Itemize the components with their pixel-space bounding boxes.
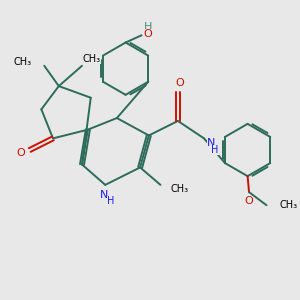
Text: O: O [144,29,152,39]
Text: CH₃: CH₃ [13,57,31,67]
Text: H: H [107,196,115,206]
Text: CH₃: CH₃ [171,184,189,194]
Text: N: N [100,190,108,200]
Text: H: H [211,145,219,155]
Text: O: O [17,148,26,158]
Text: CH₃: CH₃ [280,200,298,210]
Text: O: O [175,78,184,88]
Text: H: H [144,22,152,32]
Text: O: O [245,196,254,206]
Text: CH₃: CH₃ [82,53,101,64]
Text: N: N [207,138,215,148]
